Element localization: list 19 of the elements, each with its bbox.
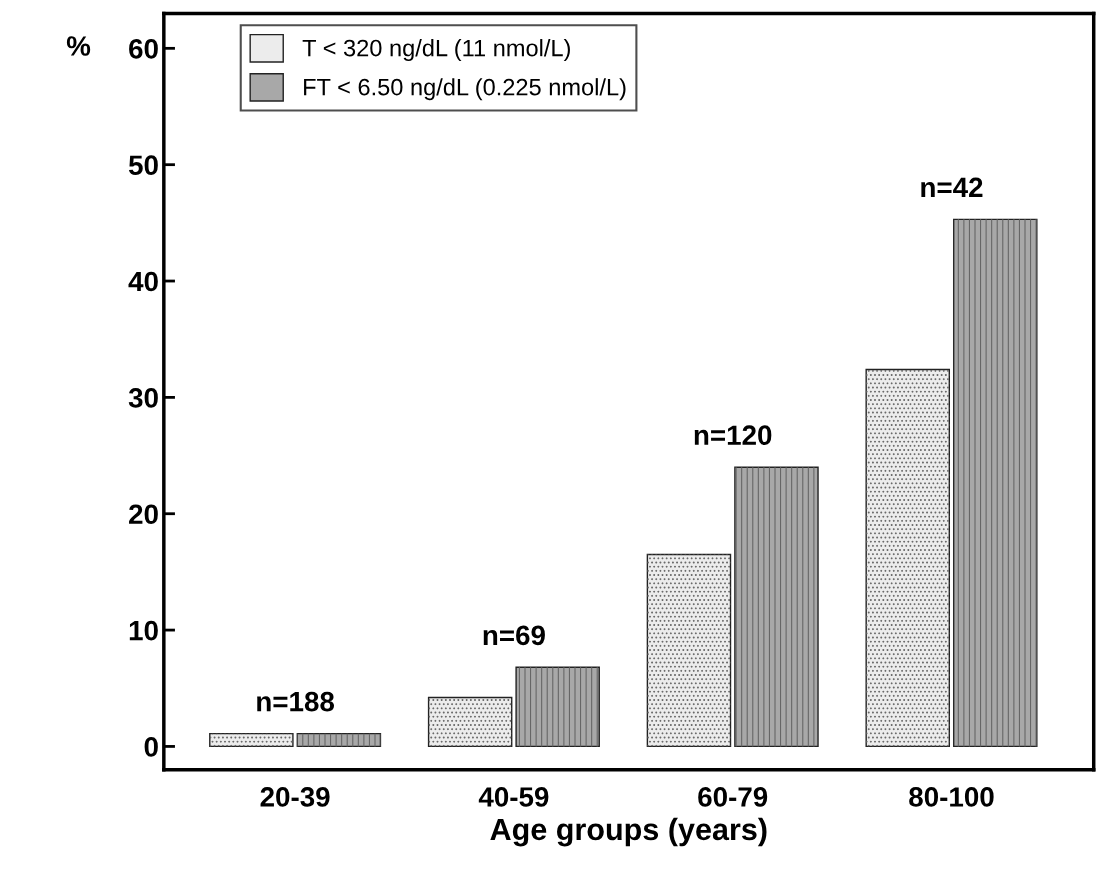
y-axis-title: % (66, 36, 91, 56)
y-tick-label: 60 (129, 39, 158, 59)
annotation: n=69 (483, 625, 545, 646)
y-tick-label: 30 (128, 388, 158, 408)
x-tick-label: 80-100 (909, 787, 994, 807)
x-tick-label: 20-39 (260, 787, 330, 807)
y-tick-label: 20 (129, 504, 158, 525)
legend-label: T < 320 ng/dL (11 nmol/L) (302, 39, 570, 62)
x-tick-label: 60-79 (698, 787, 768, 807)
y-tick-label: 50 (128, 155, 158, 176)
annotation: n=188 (257, 691, 335, 712)
y-tick-label: 40 (128, 271, 158, 292)
y-tick-label: 0 (144, 737, 158, 757)
annotation: n=42 (921, 177, 983, 197)
x-axis-title: Age groups (years) (490, 817, 767, 847)
legend-label: FT < 6.50 ng/dL (0.225 nmol/L) (304, 78, 626, 101)
y-tick-label: 10 (129, 620, 158, 641)
annotation: n=120 (694, 425, 772, 446)
x-tick-label: 40-59 (478, 787, 549, 807)
